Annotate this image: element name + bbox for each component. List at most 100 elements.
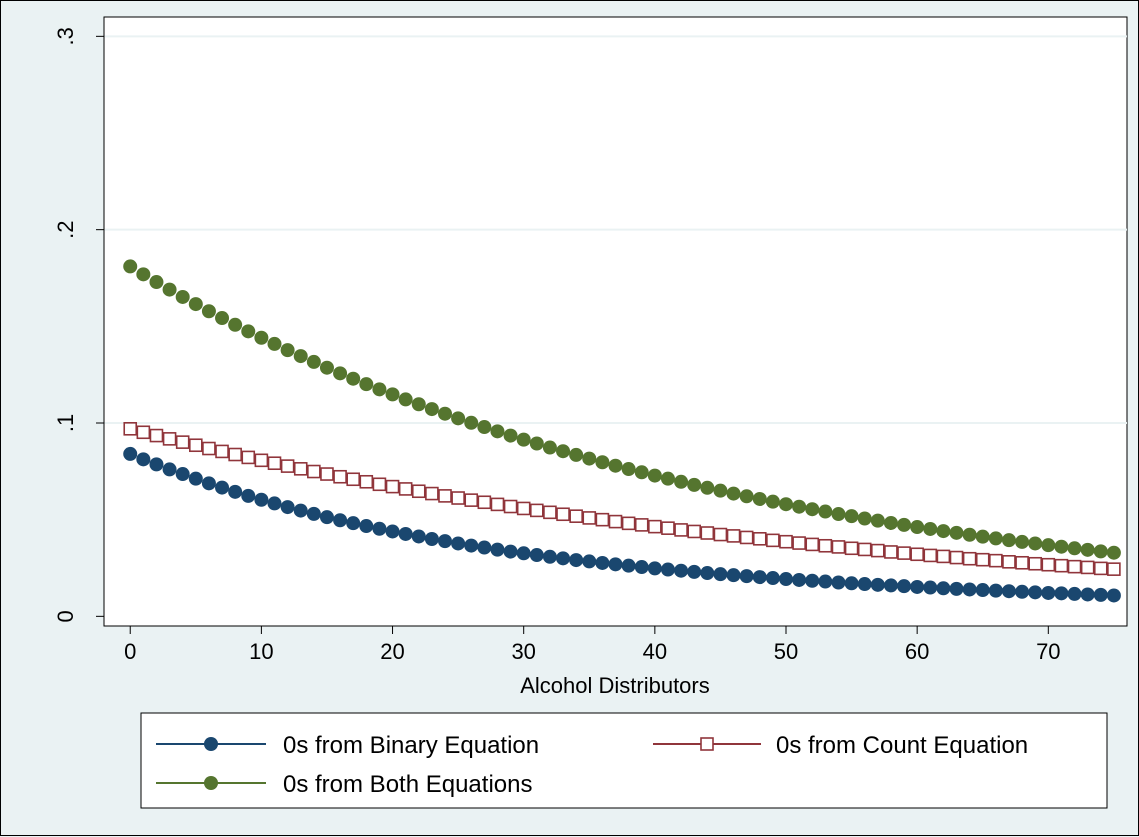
binary-eq-point: [949, 581, 964, 596]
both-eq-point: [752, 491, 767, 506]
both-eq-point: [490, 424, 505, 439]
both-eq-point: [398, 392, 413, 407]
y-tick-label: .2: [53, 220, 78, 238]
count-eq-point: [713, 527, 728, 542]
count-eq-point: [359, 474, 374, 489]
both-eq-point: [660, 471, 675, 486]
y-tick-label: .1: [53, 414, 78, 432]
both-eq-point: [149, 275, 164, 290]
binary-eq-point: [792, 572, 807, 587]
binary-eq-point: [726, 568, 741, 583]
count-eq-point: [962, 551, 977, 566]
count-eq-point: [818, 538, 833, 553]
binary-eq-point: [975, 583, 990, 598]
both-eq-point: [372, 382, 387, 397]
legend-marker: [204, 776, 218, 790]
binary-eq-point: [660, 562, 675, 577]
both-eq-point: [1054, 539, 1069, 554]
legend-item-2: 0s from Count Equation: [653, 732, 1028, 759]
both-eq-point: [582, 451, 597, 466]
count-eq-point: [189, 438, 203, 453]
binary-eq-point: [228, 484, 243, 499]
both-eq-point: [1015, 534, 1030, 549]
binary-eq-point: [883, 578, 898, 593]
count-eq-point: [451, 491, 465, 505]
binary-eq-point: [529, 548, 544, 563]
both-eq-point: [516, 432, 531, 447]
count-eq-point: [871, 543, 885, 558]
binary-eq-point: [739, 569, 754, 584]
legend-marker: [700, 737, 714, 751]
both-eq-point: [556, 444, 571, 459]
both-eq-point: [346, 371, 361, 386]
count-eq-point: [307, 464, 321, 479]
count-eq-point: [333, 469, 347, 484]
both-eq-point: [1028, 536, 1043, 551]
both-eq-point: [280, 343, 295, 358]
binary-eq-point: [1054, 586, 1069, 601]
count-eq-point: [884, 545, 898, 559]
binary-eq-point: [556, 551, 571, 566]
x-tick-label: 70: [1036, 639, 1060, 664]
both-eq-point: [319, 360, 334, 375]
count-eq-point: [438, 489, 452, 503]
count-eq-point: [595, 512, 610, 527]
count-eq-point: [687, 524, 701, 539]
count-eq-point: [1028, 556, 1042, 571]
both-eq-point: [910, 520, 925, 535]
binary-eq-point: [451, 536, 466, 551]
binary-eq-point: [306, 506, 321, 521]
count-eq-point: [267, 456, 282, 471]
count-eq-point: [648, 519, 662, 534]
both-eq-point: [949, 525, 964, 540]
both-eq-point: [438, 406, 452, 421]
both-eq-point: [844, 509, 859, 524]
count-eq-point: [149, 428, 164, 443]
both-eq-point: [451, 411, 466, 426]
count-eq-point: [766, 533, 780, 548]
binary-eq-point: [1067, 586, 1082, 601]
binary-eq-point: [175, 467, 190, 482]
count-eq-point: [805, 537, 820, 552]
count-eq-point: [320, 467, 334, 481]
count-eq-point: [608, 514, 623, 529]
count-eq-point: [989, 553, 1003, 568]
binary-eq-point: [569, 553, 584, 568]
legend-item-3: 0s from Both Equations: [156, 771, 532, 798]
binary-eq-point: [621, 558, 636, 573]
both-eq-point: [293, 349, 308, 364]
legend-marker: [204, 737, 218, 751]
count-eq-point: [1093, 561, 1108, 576]
both-eq-point: [1001, 533, 1016, 548]
binary-eq-point: [962, 582, 977, 597]
binary-eq-point: [359, 519, 374, 534]
count-eq-point: [621, 516, 636, 531]
binary-eq-point: [503, 544, 518, 559]
count-eq-point: [582, 511, 597, 525]
count-eq-point: [372, 477, 387, 492]
binary-eq-point: [647, 561, 662, 576]
x-tick-label: 50: [774, 639, 798, 664]
binary-eq-point: [293, 503, 308, 518]
both-eq-point: [726, 486, 741, 501]
count-eq-point: [254, 453, 269, 468]
count-eq-point: [779, 534, 793, 549]
legend-label: 0s from Count Equation: [776, 732, 1028, 759]
count-eq-point: [398, 482, 413, 496]
binary-eq-point: [805, 573, 820, 588]
x-tick-label: 10: [249, 639, 273, 664]
binary-eq-point: [1080, 587, 1095, 602]
both-eq-point: [542, 440, 557, 455]
binary-eq-point: [818, 574, 833, 589]
count-eq-point: [910, 547, 924, 562]
both-eq-point: [857, 511, 872, 526]
x-tick-label: 20: [380, 639, 404, 664]
binary-eq-point: [713, 567, 728, 582]
binary-eq-point: [634, 560, 649, 575]
binary-eq-point: [910, 579, 925, 594]
binary-eq-point: [582, 554, 597, 569]
binary-eq-point: [136, 452, 151, 467]
both-eq-point: [608, 458, 623, 473]
count-eq-point: [293, 462, 308, 476]
both-eq-point: [831, 507, 846, 522]
